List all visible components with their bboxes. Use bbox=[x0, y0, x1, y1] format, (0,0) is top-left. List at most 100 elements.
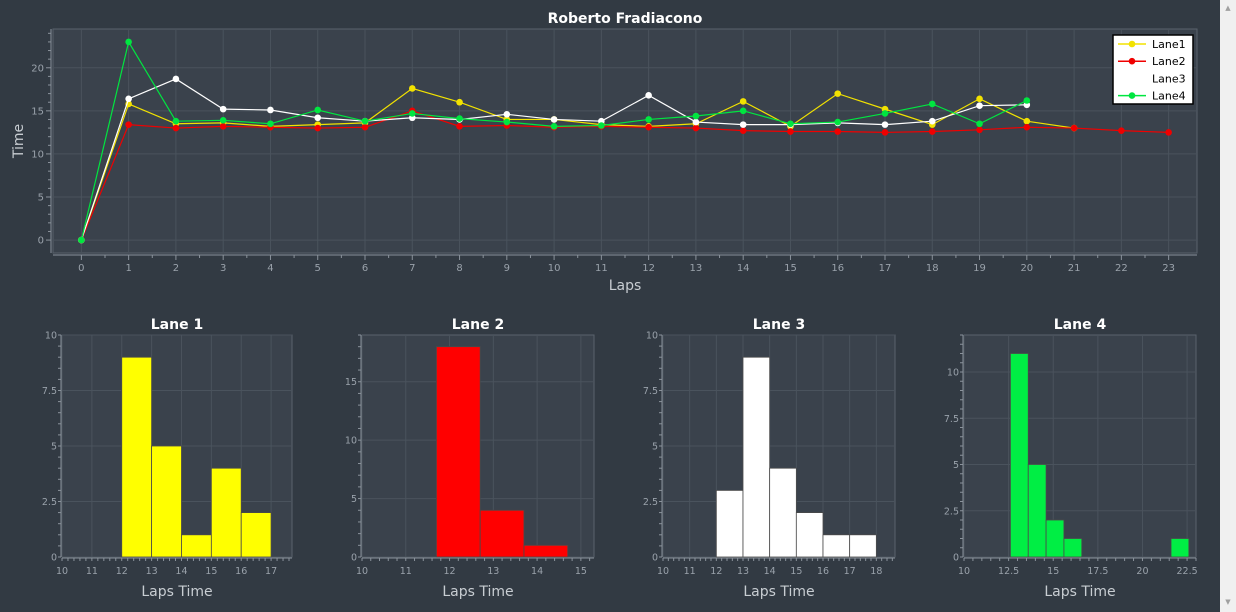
data-point-lane2 bbox=[881, 129, 889, 136]
x-tick-label: 3 bbox=[220, 263, 226, 274]
histogram-bar bbox=[436, 346, 481, 558]
x-tick-label: 1 bbox=[125, 263, 131, 274]
x-tick-label: 16 bbox=[235, 566, 247, 577]
data-point-lane3 bbox=[125, 95, 132, 103]
y-tick-label: 10 bbox=[45, 331, 57, 342]
y-tick-label: 20 bbox=[31, 63, 44, 74]
legend-label-lane4: Lane4 bbox=[1152, 90, 1186, 103]
data-point-lane3 bbox=[739, 121, 747, 128]
data-point-lane2 bbox=[834, 128, 842, 135]
legend-label-lane3: Lane3 bbox=[1152, 72, 1186, 85]
scroll-up-arrow-icon[interactable]: ▲ bbox=[1225, 4, 1231, 12]
data-point-lane3 bbox=[976, 102, 983, 109]
x-tick-label: 10 bbox=[548, 263, 561, 274]
histogram-bar bbox=[151, 445, 182, 558]
series-line-lane2 bbox=[80, 110, 1169, 241]
x-tick-label: 8 bbox=[456, 263, 462, 274]
x-tick-label: 23 bbox=[1162, 263, 1175, 274]
data-point-lane3 bbox=[219, 105, 227, 113]
data-point-lane4 bbox=[881, 110, 889, 117]
scroll-down-arrow-icon[interactable]: ▼ bbox=[1225, 598, 1231, 606]
data-point-lane2 bbox=[125, 121, 132, 128]
x-tick-label: 4 bbox=[267, 263, 273, 274]
data-point-lane2 bbox=[928, 128, 936, 135]
legend: Lane1 Lane2 Lane3 Lane4 bbox=[1112, 34, 1194, 105]
data-point-lane2 bbox=[645, 123, 652, 131]
histogram-title: Lane 1 bbox=[151, 317, 203, 333]
x-tick-label: 12 bbox=[116, 566, 128, 577]
lane-1-histogram-group: 10 11 12 13 14 15 16 17 0 2.5 5 7.5 10 Lane 1 Laps Tim… bbox=[42, 317, 293, 600]
plot-area bbox=[662, 334, 896, 558]
data-point-lane3 bbox=[928, 117, 936, 125]
data-point-lane1 bbox=[408, 85, 416, 92]
data-point-lane1 bbox=[739, 98, 747, 105]
x-axis-label: Laps Time bbox=[743, 584, 814, 600]
data-point-lane2 bbox=[739, 127, 747, 134]
data-point-lane4 bbox=[976, 120, 983, 128]
lap-times-line-chart: 0 1 2 3 4 5 6 7 8 9 10 11 12 13 14 15 16 17 18 19 20 21 22 2305… bbox=[11, 11, 1198, 294]
y-tick-label: 0 bbox=[351, 553, 357, 564]
x-tick-label: 17 bbox=[265, 566, 277, 577]
x-tick-label: 16 bbox=[817, 566, 829, 577]
data-point-lane4 bbox=[928, 100, 936, 108]
vertical-scrollbar[interactable] bbox=[1220, 0, 1236, 612]
x-tick-label: 13 bbox=[690, 263, 703, 274]
chart-title: Roberto Fradiacono bbox=[548, 11, 703, 27]
x-tick-label: 12 bbox=[444, 566, 456, 577]
data-point-lane4 bbox=[78, 236, 85, 244]
histogram-bar bbox=[742, 356, 771, 558]
data-point-lane2 bbox=[1165, 129, 1172, 136]
data-point-lane2 bbox=[314, 124, 322, 132]
y-tick-label: 10 bbox=[646, 331, 658, 342]
lane-3-histogram-group: 10 11 12 13 14 15 16 17 18 0 2.5 5 7.5 10 Lane 3 Laps T… bbox=[643, 317, 896, 600]
x-tick-label: 17.5 bbox=[1087, 566, 1108, 577]
data-point-lane4 bbox=[267, 120, 274, 128]
x-tick-label: 10 bbox=[56, 566, 68, 577]
data-point-lane4 bbox=[456, 115, 463, 122]
x-tick-label: 6 bbox=[362, 263, 368, 274]
y-tick-label: 2.5 bbox=[944, 506, 959, 517]
data-point-lane4 bbox=[834, 118, 842, 126]
x-tick-label: 14 bbox=[737, 263, 750, 274]
x-tick-label: 15 bbox=[205, 566, 217, 577]
x-tick-label: 15 bbox=[790, 566, 802, 577]
histogram-bar bbox=[1063, 538, 1083, 558]
y-tick-label: 5 bbox=[38, 193, 44, 204]
histogram-bar bbox=[1027, 464, 1047, 558]
x-tick-label: 13 bbox=[146, 566, 158, 577]
x-axis-label: Laps Time bbox=[1044, 584, 1115, 600]
x-tick-label: 2 bbox=[173, 263, 179, 274]
data-point-lane2 bbox=[456, 123, 463, 130]
data-point-lane2 bbox=[1118, 127, 1125, 134]
data-point-lane4 bbox=[408, 110, 416, 117]
x-tick-label: 12 bbox=[642, 263, 655, 274]
data-point-lane3 bbox=[550, 116, 558, 123]
data-point-lane3 bbox=[314, 114, 322, 122]
x-axis-label: Laps Time bbox=[141, 584, 212, 600]
x-tick-label: 13 bbox=[737, 566, 749, 577]
histogram-bar bbox=[1010, 353, 1029, 558]
data-point-lane1 bbox=[1023, 117, 1031, 125]
x-tick-label: 19 bbox=[973, 263, 986, 274]
legend-marker-lane1 bbox=[1128, 40, 1136, 48]
plot-area bbox=[361, 334, 595, 558]
histogram-title: Lane 3 bbox=[753, 317, 805, 333]
data-point-lane4 bbox=[1023, 97, 1031, 104]
histogram-bar bbox=[795, 512, 824, 558]
plot-area bbox=[52, 28, 1198, 254]
y-tick-label: 2.5 bbox=[42, 497, 57, 508]
x-tick-label: 10 bbox=[958, 566, 970, 577]
data-point-lane3 bbox=[503, 110, 511, 118]
y-tick-label: 10 bbox=[345, 436, 357, 447]
plot-area bbox=[963, 334, 1197, 558]
x-tick-label: 17 bbox=[879, 263, 892, 274]
x-tick-label: 22.5 bbox=[1176, 566, 1197, 577]
data-point-lane2 bbox=[361, 123, 369, 131]
x-tick-label: 11 bbox=[86, 566, 98, 577]
histogram-bar bbox=[210, 467, 242, 558]
x-axis-label: Laps bbox=[609, 278, 642, 294]
y-tick-label: 5 bbox=[51, 442, 57, 453]
plot-area bbox=[61, 334, 293, 558]
x-tick-label: 18 bbox=[926, 263, 939, 274]
data-point-lane4 bbox=[645, 116, 652, 123]
